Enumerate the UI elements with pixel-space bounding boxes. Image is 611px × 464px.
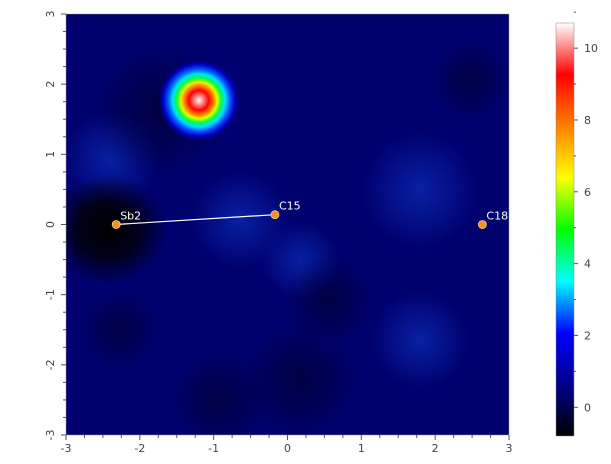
- y-tick-label: 1: [44, 151, 57, 158]
- y-tick-label: -2: [44, 359, 57, 370]
- x-tick-label: -3: [61, 442, 72, 455]
- x-tick-label: 2: [432, 442, 439, 455]
- y-tick-label: 2: [44, 81, 57, 88]
- colorbar-tick-label: 10: [584, 42, 598, 55]
- density-texture: [360, 130, 480, 250]
- density-texture: [80, 290, 160, 370]
- y-axis: -3 -2 -1 0 1 2 3: [44, 11, 66, 441]
- atom-marker: [111, 220, 121, 229]
- heatmap-area: Sb2 C15 C18: [66, 14, 509, 435]
- y-tick-label: 0: [44, 221, 57, 228]
- atom-label: C15: [279, 200, 301, 213]
- atom-label: Sb2: [120, 210, 141, 223]
- y-tick-label: -1: [44, 289, 57, 300]
- colorbar: 0 2 4 6 8 10: [555, 11, 598, 437]
- atom-label: C18: [486, 210, 508, 223]
- x-tick-label: -1: [208, 442, 219, 455]
- colorbar-tick-label: 4: [584, 258, 591, 271]
- colorbar-tick-label: 2: [584, 329, 591, 342]
- colorbar-tick-label: 0: [584, 401, 591, 414]
- colorbar-tick-label: 8: [584, 114, 591, 127]
- x-tick-label: 1: [358, 442, 365, 455]
- x-tick-label: 0: [284, 442, 291, 455]
- density-texture: [285, 255, 375, 345]
- x-tick-label: 3: [506, 442, 513, 455]
- density-texture: [170, 350, 270, 435]
- y-tick-label: -3: [44, 430, 57, 441]
- colorbar-gradient: [555, 22, 575, 437]
- x-axis: -3 -2 -1 0 1 2 3: [61, 435, 513, 455]
- density-texture: [240, 320, 360, 435]
- density-texture: [430, 40, 509, 120]
- density-texture: [190, 170, 290, 270]
- x-tick-label: -2: [134, 442, 145, 455]
- density-texture: [370, 290, 470, 390]
- density-trough: [66, 174, 168, 285]
- y-tick-label: 3: [44, 11, 57, 18]
- bond-line: [116, 214, 275, 226]
- density-peak: [158, 60, 239, 141]
- colorbar-tick-label: 6: [584, 186, 591, 199]
- atom-marker: [270, 210, 280, 220]
- atom-marker: [478, 220, 487, 229]
